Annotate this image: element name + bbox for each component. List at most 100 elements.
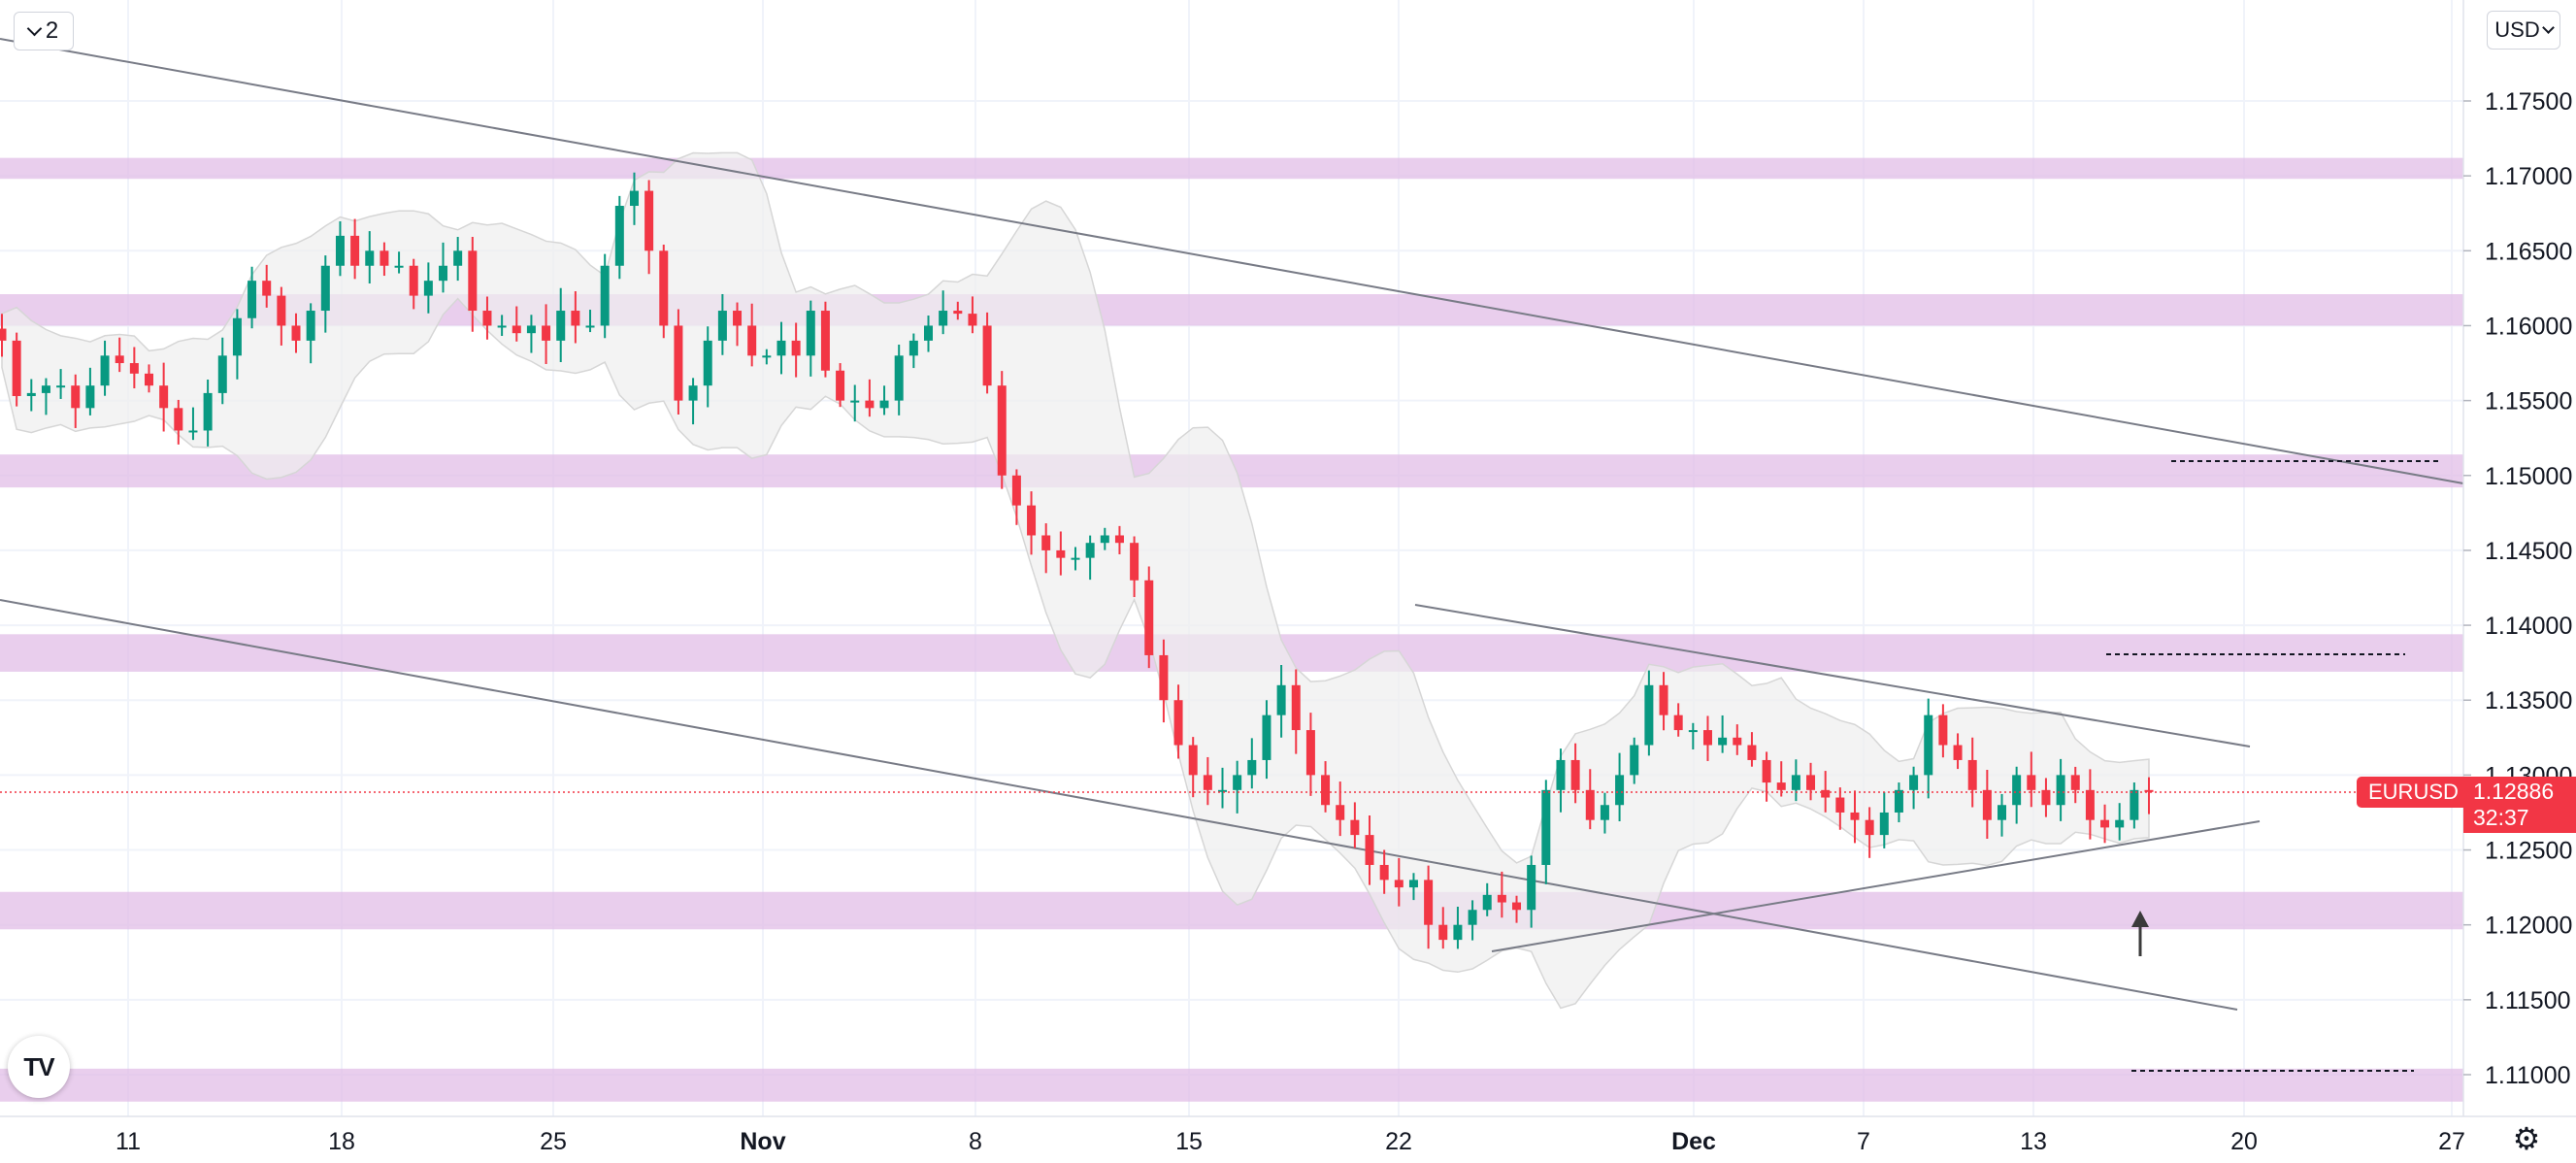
candle[interactable] xyxy=(380,242,389,277)
candle[interactable] xyxy=(453,237,463,282)
candle[interactable] xyxy=(1982,770,1992,839)
candle[interactable] xyxy=(1130,536,1139,598)
trendline[interactable] xyxy=(0,38,2464,484)
trendline[interactable] xyxy=(1414,604,2251,748)
candle[interactable] xyxy=(1967,737,1977,808)
candle[interactable] xyxy=(1159,639,1169,723)
candle[interactable] xyxy=(1085,535,1095,581)
candle[interactable] xyxy=(836,363,845,408)
candle[interactable] xyxy=(1791,759,1800,802)
candle[interactable] xyxy=(747,303,757,367)
candle[interactable] xyxy=(2115,803,2125,841)
candle[interactable] xyxy=(1879,791,1889,848)
candle[interactable] xyxy=(1600,792,1609,834)
candle[interactable] xyxy=(968,296,977,334)
candle[interactable] xyxy=(717,293,727,355)
candle[interactable] xyxy=(1733,724,1742,755)
candle[interactable] xyxy=(2144,777,2154,814)
candle[interactable] xyxy=(1071,547,1080,571)
currency-button[interactable]: USD xyxy=(2487,11,2560,50)
candle[interactable] xyxy=(1556,748,1566,813)
sr-zone[interactable] xyxy=(0,1068,2463,1102)
candle[interactable] xyxy=(1350,802,1360,848)
candle[interactable] xyxy=(820,301,830,378)
candle[interactable] xyxy=(1144,566,1154,669)
candle[interactable] xyxy=(600,253,610,339)
candle[interactable] xyxy=(762,349,772,365)
candle[interactable] xyxy=(1424,865,1434,949)
candle[interactable] xyxy=(688,378,698,425)
candle[interactable] xyxy=(262,264,272,308)
candle[interactable] xyxy=(1453,906,1463,949)
candle[interactable] xyxy=(12,332,21,407)
candle[interactable] xyxy=(1203,756,1212,806)
candle[interactable] xyxy=(850,384,860,422)
candle[interactable] xyxy=(939,290,948,335)
candle[interactable] xyxy=(512,306,521,342)
candle[interactable] xyxy=(2085,769,2095,840)
candle[interactable] xyxy=(1718,714,1728,753)
candle[interactable] xyxy=(1776,761,1786,797)
candle[interactable] xyxy=(188,407,198,441)
candle[interactable] xyxy=(1482,882,1492,916)
candle[interactable] xyxy=(1041,523,1051,574)
candle[interactable] xyxy=(1408,873,1418,901)
candle[interactable] xyxy=(1997,793,2006,837)
candle[interactable] xyxy=(776,321,786,375)
candle[interactable] xyxy=(217,337,227,405)
candle[interactable] xyxy=(1615,752,1625,821)
trendline[interactable] xyxy=(1491,820,2261,952)
candle[interactable] xyxy=(1276,665,1286,738)
candle[interactable] xyxy=(894,344,904,415)
trendline[interactable] xyxy=(0,599,2238,1011)
candle[interactable] xyxy=(1688,722,1698,749)
candle[interactable] xyxy=(1659,672,1668,731)
candle[interactable] xyxy=(1114,525,1124,555)
candle[interactable] xyxy=(248,266,257,329)
candle[interactable] xyxy=(1336,781,1345,837)
candle[interactable] xyxy=(409,258,418,310)
candle[interactable] xyxy=(423,262,433,314)
candle[interactable] xyxy=(1909,766,1919,810)
candle[interactable] xyxy=(542,304,551,364)
candle[interactable] xyxy=(350,218,360,280)
candle[interactable] xyxy=(71,374,81,428)
candle[interactable] xyxy=(644,180,654,275)
candle[interactable] xyxy=(1100,527,1109,550)
candle[interactable] xyxy=(203,379,213,447)
candle[interactable] xyxy=(439,242,448,293)
arrow-annotation[interactable] xyxy=(2131,911,2149,956)
candle[interactable] xyxy=(41,378,50,415)
candle[interactable] xyxy=(865,379,875,417)
candle[interactable] xyxy=(1027,491,1037,555)
candle[interactable] xyxy=(1188,737,1198,798)
candle[interactable] xyxy=(1527,855,1536,928)
candle[interactable] xyxy=(908,333,918,369)
candle[interactable] xyxy=(1835,787,1845,830)
candle[interactable] xyxy=(1379,849,1389,894)
candle[interactable] xyxy=(1305,713,1315,796)
candle[interactable] xyxy=(85,367,95,415)
candle[interactable] xyxy=(1541,780,1551,884)
candle[interactable] xyxy=(1056,531,1066,576)
candle[interactable] xyxy=(1321,761,1331,813)
candle[interactable] xyxy=(879,385,889,415)
gear-icon[interactable]: ⚙ xyxy=(2512,1121,2541,1156)
candle[interactable] xyxy=(1011,469,1021,525)
candle[interactable] xyxy=(997,371,1007,489)
candle[interactable] xyxy=(1570,743,1580,804)
candle[interactable] xyxy=(674,309,683,415)
candle[interactable] xyxy=(526,315,536,353)
candle[interactable] xyxy=(291,313,301,353)
candle[interactable] xyxy=(320,255,330,333)
candle[interactable] xyxy=(129,347,139,389)
candle[interactable] xyxy=(2070,766,2080,804)
candle[interactable] xyxy=(1468,900,1477,941)
candle[interactable] xyxy=(306,303,315,364)
candle[interactable] xyxy=(56,369,66,399)
candle[interactable] xyxy=(497,315,507,337)
candle[interactable] xyxy=(1644,670,1654,756)
date-axis[interactable]: 11 18 25 Nov 8 15 22 Dec 7 13 20 27 xyxy=(0,1115,2576,1163)
candle[interactable] xyxy=(703,326,712,408)
candle[interactable] xyxy=(1512,895,1522,923)
